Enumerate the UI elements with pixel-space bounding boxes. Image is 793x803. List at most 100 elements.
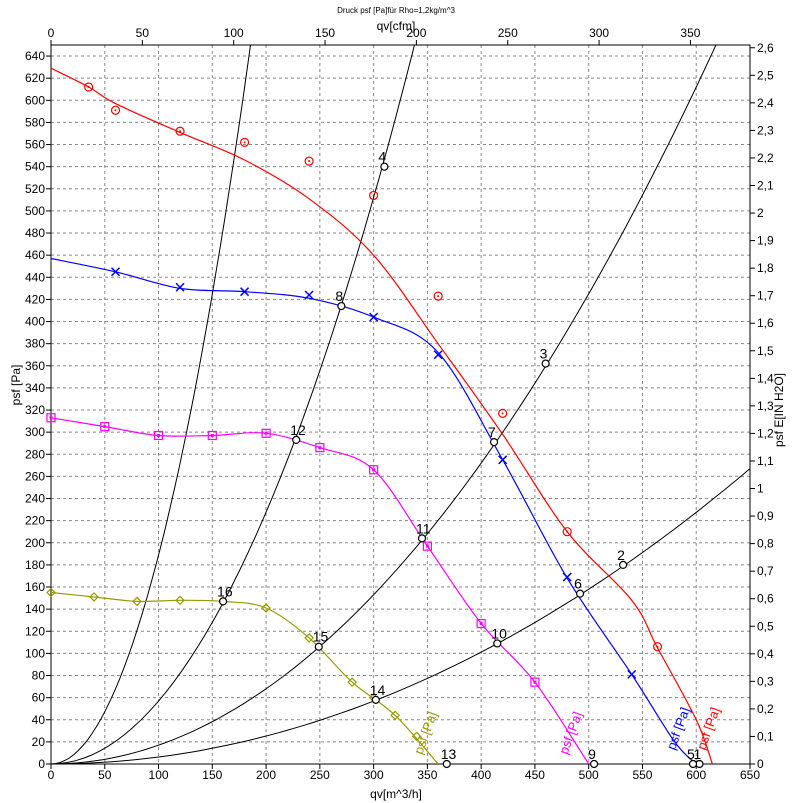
y2-tick-label: 0,3 <box>757 674 774 688</box>
series-end-labels: psf [Pa]psf [Pa]psf [Pa]psf [Pa] <box>411 705 723 756</box>
y-tick-label: 420 <box>25 292 45 306</box>
data-marker <box>498 455 508 465</box>
operating-point-label: 2 <box>617 547 625 563</box>
left-axis-title: psf [Pa] <box>9 365 23 406</box>
y-tick-label: 500 <box>25 204 45 218</box>
y2-tick-label: 2,4 <box>757 96 774 110</box>
data-marker <box>239 137 250 147</box>
bottom-axis-title: qv[m^3/h] <box>370 787 422 801</box>
operating-point <box>292 435 301 444</box>
data-marker <box>261 603 271 613</box>
data-marker <box>84 82 94 92</box>
series-end-label: psf [Pa] <box>411 710 440 757</box>
y-tick-label: 620 <box>25 71 45 85</box>
operating-point-label: 3 <box>540 346 548 362</box>
y2-tick-label: 1,6 <box>757 316 774 330</box>
plot-frame <box>50 44 751 765</box>
x-tick-label: 550 <box>632 768 652 782</box>
y-tick-label: 120 <box>25 624 45 638</box>
data-marker-dot <box>479 622 483 626</box>
y-tick-label: 540 <box>25 160 45 174</box>
fan-curves <box>46 67 713 764</box>
y2-tick-label: 1,9 <box>757 234 774 248</box>
y2-tick-label: 0,9 <box>757 509 774 523</box>
operating-point-label: 5 <box>687 746 695 762</box>
data-marker <box>46 587 56 598</box>
y2-tick-label: 1,1 <box>757 454 774 468</box>
y-tick-label: 460 <box>25 248 45 262</box>
y-tick-label: 560 <box>25 138 45 152</box>
data-marker <box>652 642 663 652</box>
data-marker <box>110 267 121 277</box>
data-marker <box>315 443 325 453</box>
y2-tick-label: 1,5 <box>757 344 774 358</box>
y-tick-label: 60 <box>32 691 46 705</box>
y-tick-label: 140 <box>25 602 45 616</box>
data-marker <box>530 677 540 687</box>
data-marker <box>261 428 271 438</box>
y2-tick-label: 0,8 <box>757 537 774 551</box>
y-tick-label: 440 <box>25 270 45 284</box>
operating-point <box>337 301 346 311</box>
operating-point-label: 10 <box>491 625 507 641</box>
y2-tick-label: 1,8 <box>757 261 774 275</box>
data-marker <box>422 541 432 551</box>
data-marker-dot <box>210 433 214 437</box>
operating-point <box>688 759 698 769</box>
y2-tick-label: 1,7 <box>757 289 774 303</box>
data-marker-dot <box>264 431 268 435</box>
data-marker <box>390 710 400 721</box>
y-tick-label: 280 <box>25 447 45 461</box>
y-tick-label: 300 <box>25 425 45 439</box>
data-marker-dot <box>103 425 107 429</box>
data-marker <box>476 618 486 629</box>
top-axis-title: qv[cfm] <box>377 19 416 33</box>
x-tick-label: 0 <box>48 768 55 782</box>
operating-point <box>589 759 599 769</box>
data-marker-dot <box>179 130 182 133</box>
data-marker <box>110 105 121 115</box>
operating-point <box>619 560 628 569</box>
y-tick-label: 340 <box>25 381 45 395</box>
x-tick-label: 500 <box>579 768 599 782</box>
operating-point-label: 4 <box>378 149 386 165</box>
fan-curve-4 <box>51 591 439 764</box>
chart-title: Druck psf [Pa]für Rho=1,2kg/m^3 <box>337 6 455 15</box>
data-marker-dot <box>372 468 376 472</box>
y2-tick-label: 0,1 <box>757 729 774 743</box>
data-marker <box>411 731 422 742</box>
y2-tick-label: 0,2 <box>757 702 774 716</box>
system-curve-c <box>51 45 717 764</box>
data-marker <box>562 527 572 537</box>
y-tick-label: 0 <box>38 757 45 771</box>
data-marker <box>46 413 56 423</box>
data-marker <box>304 290 314 300</box>
operating-point <box>417 534 427 543</box>
data-marker <box>498 408 508 418</box>
series-end-label: psf [Pa] <box>663 705 692 752</box>
y-tick-label: 580 <box>25 115 45 129</box>
x2-tick-label: 100 <box>224 26 244 40</box>
y2-tick-label: 2,6 <box>757 41 774 55</box>
x2-tick-label: 350 <box>680 26 700 40</box>
y-tick-label: 400 <box>25 315 45 329</box>
data-marker <box>207 430 217 441</box>
y-tick-label: 40 <box>32 713 46 727</box>
operating-point-label: 8 <box>335 288 343 304</box>
operating-point-label: 11 <box>416 520 431 536</box>
data-marker-dot <box>372 194 375 197</box>
data-marker-dot <box>157 433 161 437</box>
y-tick-label: 480 <box>25 226 45 240</box>
y2-tick-label: 1,2 <box>757 426 774 440</box>
y-tick-label: 180 <box>25 558 45 572</box>
fan-curve-1 <box>51 67 713 764</box>
y-tick-label: 320 <box>25 403 45 417</box>
y2-tick-label: 1 <box>757 482 764 496</box>
data-marker <box>175 595 185 606</box>
y2-tick-label: 0 <box>757 757 764 771</box>
x2-tick-label: 0 <box>48 26 55 40</box>
operating-point <box>380 162 389 171</box>
tick-labels: 0 50 100 150 200 250 300 350 400 450 500 550 600 6500… <box>25 26 774 782</box>
y-tick-label: 220 <box>25 514 45 528</box>
operating-point <box>218 597 228 606</box>
